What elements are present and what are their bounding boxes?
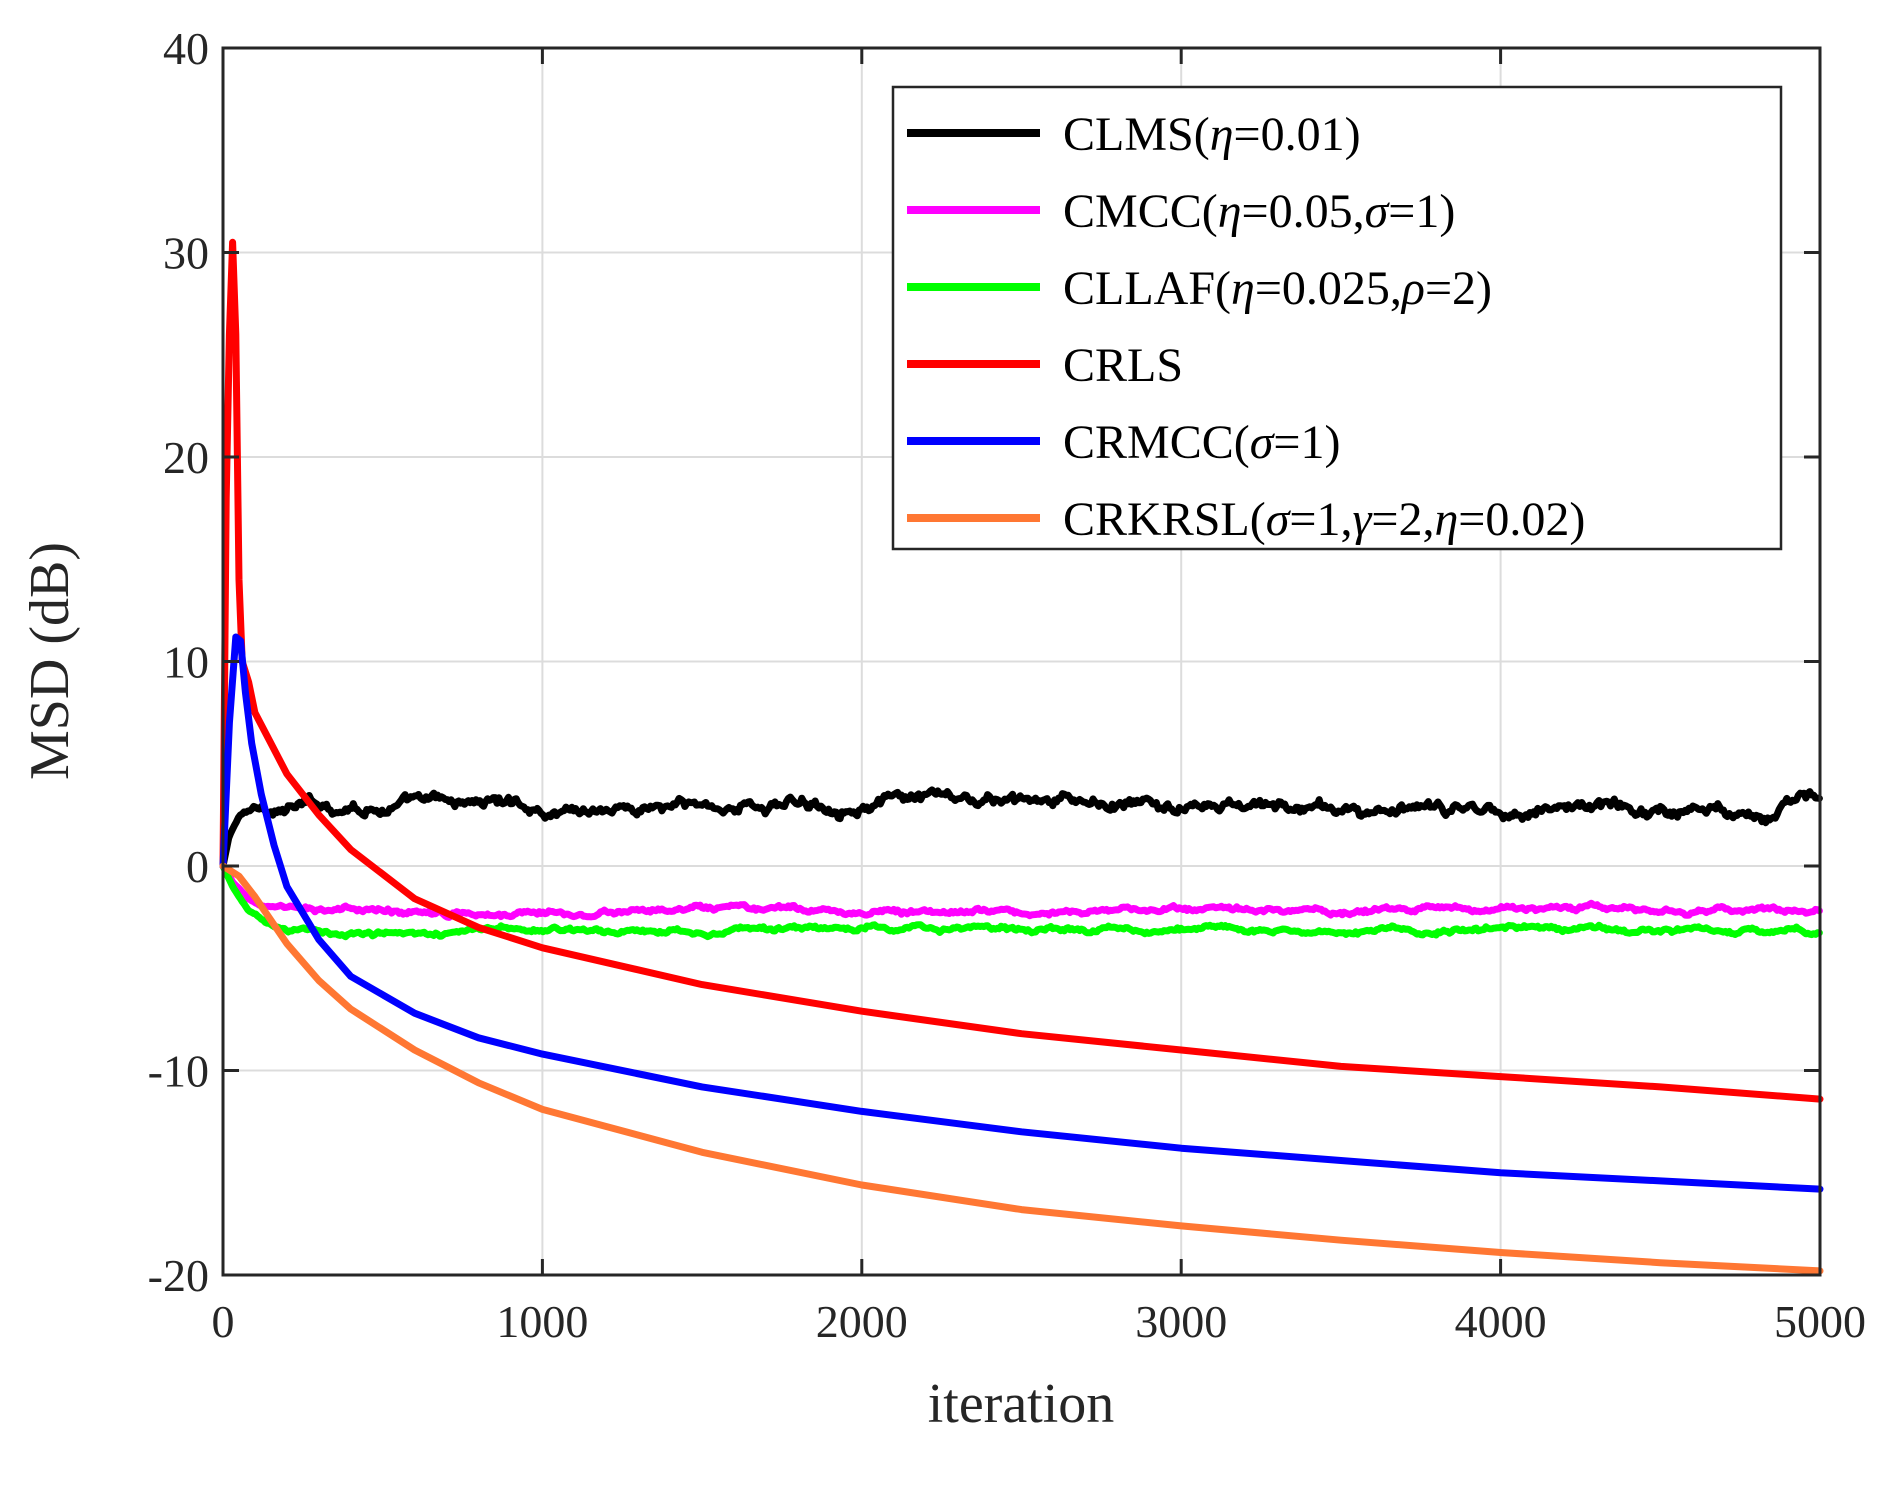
series-line-crmcc <box>219 633 1824 1193</box>
y-tick-label: -20 <box>148 1250 209 1301</box>
y-tick-label: 0 <box>186 841 209 892</box>
legend-label-clms: CLMS(η=0.01) <box>1063 108 1361 161</box>
y-tick-label: 20 <box>163 432 209 483</box>
legend: CLMS(η=0.01) CMCC(η=0.05,σ=1) CLLAF(η=0.02… <box>891 85 1783 551</box>
x-axis-title: iteration <box>928 1373 1115 1435</box>
series-line-crls <box>219 238 1824 1103</box>
legend-label-cllaf: CLLAF(η=0.025,ρ=2) <box>1063 262 1492 315</box>
x-tick-label: 3000 <box>1135 1296 1227 1347</box>
legend-label-crmcc: CRMCC(σ=1) <box>1063 416 1340 469</box>
legend-label-crls: CRLS <box>1063 339 1183 392</box>
x-tick-label: 5000 <box>1774 1296 1866 1347</box>
series-line-clms <box>219 786 1823 870</box>
x-tick-label: 1000 <box>496 1296 588 1347</box>
legend-label-crkrsl: CRKRSL(σ=1,γ=2,η=0.02) <box>1063 493 1585 546</box>
series-group <box>219 238 1824 1275</box>
y-tick-label: 40 <box>163 23 209 74</box>
x-tick-label: 4000 <box>1455 1296 1547 1347</box>
y-tick-label: -10 <box>148 1046 209 1097</box>
axis-ticks: 0 1000 2000 3000 4000 5000 -20 -10 0 10 20 30 40 <box>148 23 1866 1347</box>
y-tick-label: 10 <box>163 637 209 688</box>
legend-box <box>891 85 1783 551</box>
x-tick-label: 0 <box>212 1296 235 1347</box>
series-line-crkrsl <box>219 862 1824 1275</box>
x-tick-label: 2000 <box>816 1296 908 1347</box>
series-line-cmcc <box>219 862 1823 921</box>
y-axis-title: MSD (dB) <box>19 542 81 780</box>
legend-label-cmcc: CMCC(η=0.05,σ=1) <box>1063 185 1455 238</box>
y-tick-label: 30 <box>163 228 209 279</box>
